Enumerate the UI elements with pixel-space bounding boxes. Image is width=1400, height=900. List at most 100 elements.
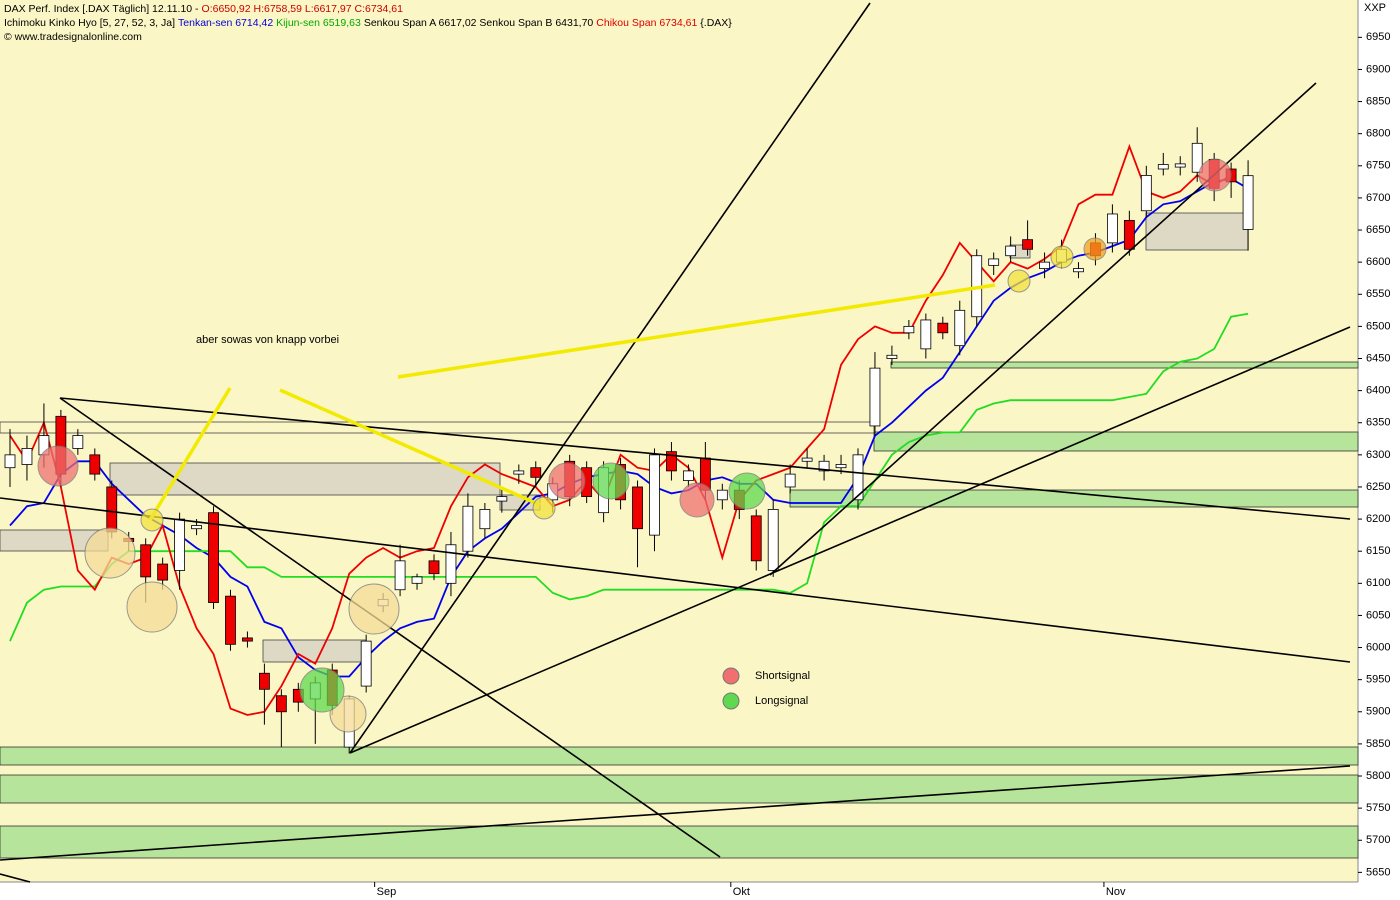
candle-body [869, 367, 881, 427]
candle-body [954, 309, 966, 347]
candle-body [513, 470, 525, 475]
y-tick-label: 5850 [1366, 738, 1390, 750]
trend-line [148, 387, 232, 521]
weak-signal [126, 581, 178, 633]
trend-line [397, 283, 996, 379]
annotation: aber sowas von knapp vorbei [196, 334, 339, 346]
candle-body [852, 454, 864, 501]
axis-background [1358, 0, 1400, 900]
legend-label: Shortsignal [755, 670, 810, 682]
candle-body [225, 595, 236, 645]
long-signal [299, 667, 345, 713]
trend-line [279, 388, 541, 507]
candle-body [1140, 175, 1152, 212]
weak-signal [532, 496, 556, 520]
header-text: {.DAX} [700, 17, 732, 29]
candle-body [632, 486, 643, 530]
candle-body [1191, 142, 1203, 173]
y-tick-label: 5750 [1366, 802, 1390, 814]
header: DAX Perf. Index [.DAX Täglich] 12.11.10 … [4, 2, 735, 44]
candle-body [72, 435, 84, 449]
candle-body [479, 509, 491, 530]
candle-body [530, 467, 542, 478]
candle-body [937, 322, 949, 334]
candle-body [157, 563, 169, 581]
short-signal [1198, 158, 1232, 192]
gap-box [1145, 212, 1249, 251]
y-tick-label: 6700 [1366, 192, 1390, 204]
candle-body [801, 457, 813, 462]
y-tick-label: 6750 [1366, 160, 1390, 172]
candle-body [360, 640, 372, 687]
support-zone [0, 774, 1359, 804]
candle-body [666, 451, 677, 472]
y-tick-label: 5650 [1366, 866, 1390, 878]
candle-body [649, 454, 660, 536]
candle-body [1073, 268, 1084, 273]
candle-body [1123, 219, 1135, 250]
short-signal [37, 445, 79, 487]
trend-line [349, 326, 1351, 754]
candle-body [1005, 245, 1017, 257]
trend-line [0, 765, 1351, 861]
y-tick-label: 6800 [1366, 128, 1390, 140]
y-tick-label: 6500 [1366, 320, 1390, 332]
header-text: Tenkan-sen 6714,42 [178, 17, 274, 29]
weak-signal [140, 508, 164, 532]
candle-body [394, 560, 406, 591]
y-tick-label: 6250 [1366, 481, 1390, 493]
candle-body [411, 576, 423, 584]
weak-signal [329, 695, 367, 733]
y-tick-label: 6550 [1366, 288, 1390, 300]
header-text: Senkou Span A 6617,02 Senkou Span B 6431… [363, 17, 594, 29]
legend-label: Longsignal [755, 695, 808, 707]
candle-body [750, 515, 762, 562]
y-tick-label: 6150 [1366, 545, 1390, 557]
candle-body [258, 672, 270, 690]
legend: Shortsignal Longsignal [722, 667, 810, 710]
candle-body [462, 505, 474, 552]
weak-signal [1050, 245, 1074, 269]
candle-body [683, 470, 694, 481]
trend-line [349, 2, 871, 754]
y-tick-label: 6650 [1366, 224, 1390, 236]
weak-signal [348, 583, 400, 635]
header-text: O:6650,92 H:6758,59 L:6617,97 C:6734,61 [201, 3, 403, 15]
candle-body [242, 637, 253, 642]
y-tick-label: 6050 [1366, 609, 1390, 621]
candle-body [903, 325, 915, 334]
short-signal [679, 482, 715, 518]
y-tick-label: 6450 [1366, 352, 1390, 364]
candle-body [835, 464, 847, 469]
candle-body [21, 448, 33, 465]
candle-body [818, 460, 830, 472]
header-text: Ichimoku Kinko Hyo [5, 27, 52, 3, Ja] [4, 17, 176, 29]
trend-line [59, 397, 1351, 520]
candle-body [140, 544, 152, 578]
candle-body [1157, 164, 1169, 170]
candle-body [106, 486, 118, 533]
weak-signal [1083, 237, 1107, 261]
candle-body [428, 560, 440, 575]
x-tick-label: Nov [1106, 886, 1126, 898]
candle-body [920, 319, 932, 350]
support-zone [0, 825, 1359, 859]
candle-body [4, 454, 16, 469]
weak-signal [84, 527, 136, 579]
gap-box [262, 639, 367, 663]
trend-line [0, 873, 31, 883]
y-tick-label: 6350 [1366, 417, 1390, 429]
candle-body [1022, 239, 1033, 250]
candle-body [1039, 261, 1050, 269]
support-zone [873, 431, 1359, 452]
corner-label: XXP [1364, 2, 1386, 14]
candle-body [174, 518, 186, 571]
support-zone [890, 361, 1359, 369]
candle-body [784, 473, 796, 488]
candle-body [275, 695, 287, 713]
candle-body [191, 525, 202, 530]
short-signal [548, 462, 586, 500]
header-line: Ichimoku Kinko Hyo [5, 27, 52, 3, Ja] Ten… [4, 16, 735, 30]
candle-body [716, 489, 728, 501]
